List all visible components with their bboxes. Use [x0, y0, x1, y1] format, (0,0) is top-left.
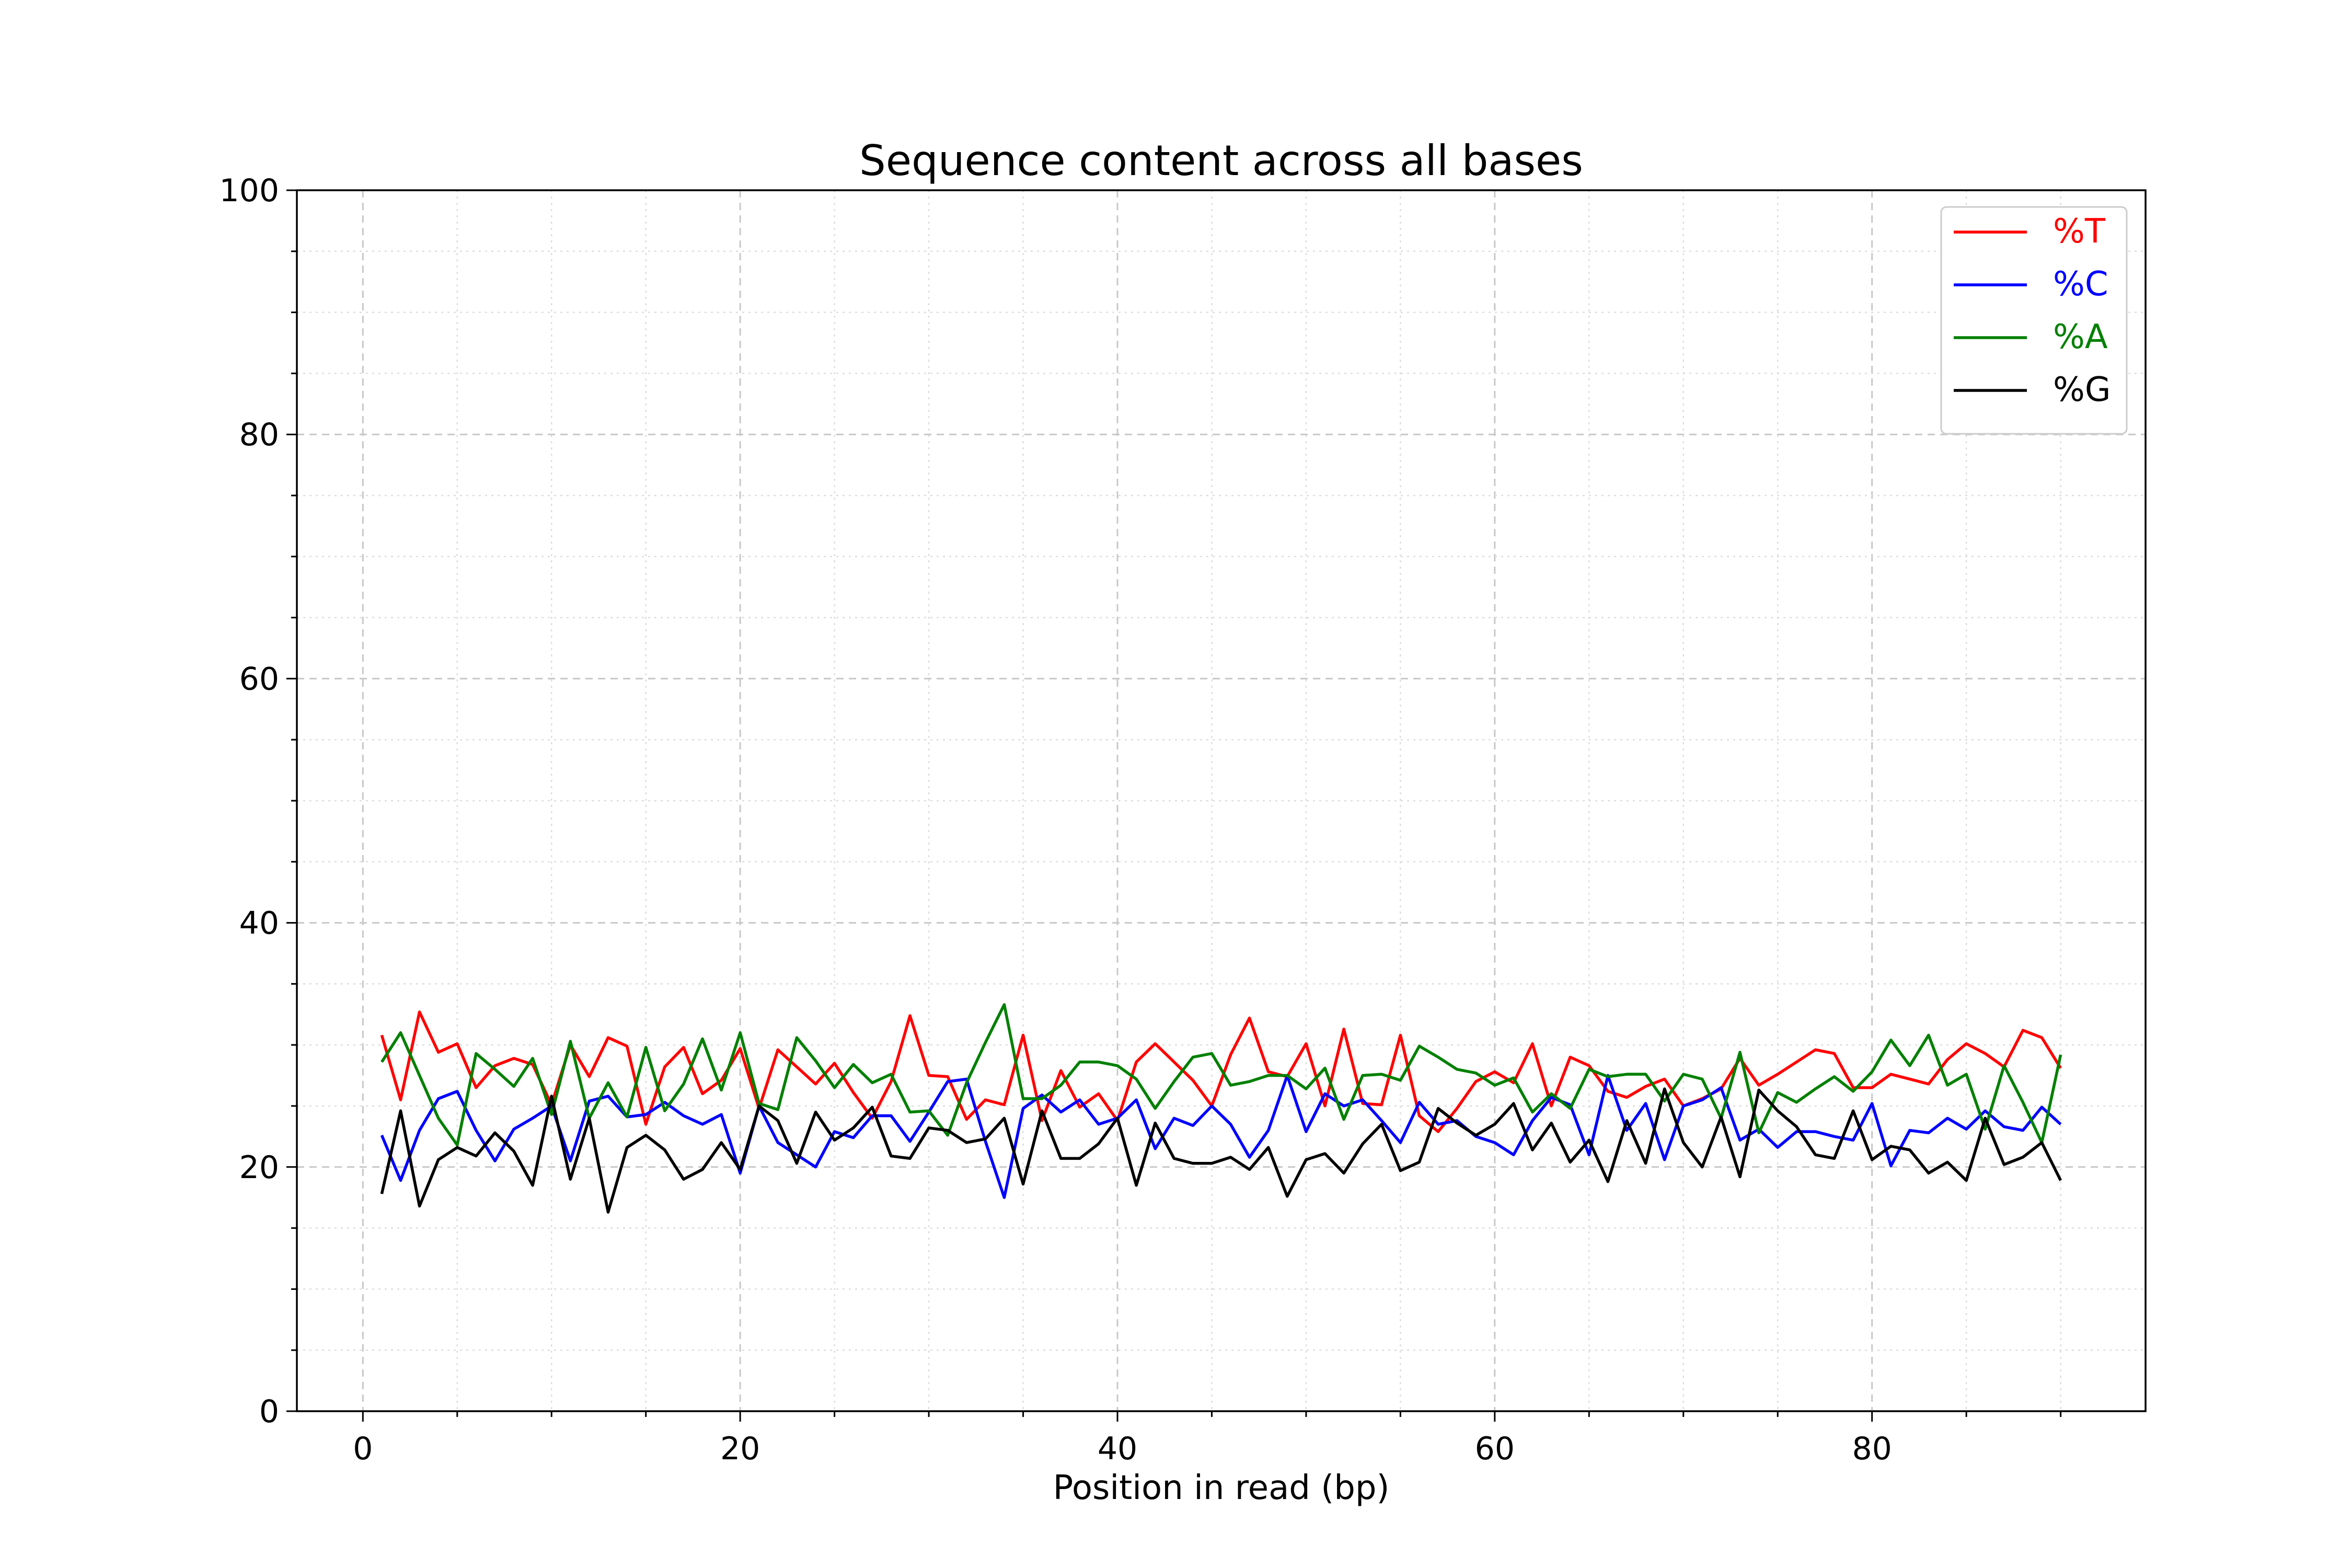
y-tick-label: 40 [239, 905, 279, 942]
x-tick-label: 60 [1475, 1431, 1515, 1467]
y-tick-label: 60 [239, 661, 279, 697]
y-tick-label: 100 [219, 172, 279, 209]
series-line-g [380, 1087, 2062, 1214]
y-tick-label: 0 [259, 1393, 279, 1430]
y-tick-label: 80 [239, 417, 279, 453]
legend-label: %A [2053, 318, 2108, 356]
grid [297, 189, 2146, 1412]
legend-label: %C [2053, 265, 2108, 304]
y-tick-label: 20 [239, 1149, 279, 1186]
series-lines [380, 1003, 2062, 1214]
x-tick-label: 0 [353, 1431, 373, 1467]
axis-ticks: 0 20 40 60 80 0 20 40 60 80 100 [219, 172, 2062, 1467]
x-tick-label: 40 [1098, 1431, 1137, 1467]
chart-title: Sequence content across all bases [859, 136, 1583, 185]
series-line-t [380, 1010, 2062, 1133]
legend-box [1940, 206, 2128, 435]
x-tick-label: 80 [1852, 1431, 1892, 1467]
x-tick-label: 20 [720, 1431, 760, 1467]
series-line-a [381, 1003, 2062, 1147]
x-axis-label: Position in read (bp) [1053, 1469, 1390, 1507]
legend-label: %G [2053, 371, 2111, 409]
legend-label: %T [2053, 212, 2106, 251]
legend: %T %C %A %G [1940, 206, 2128, 435]
